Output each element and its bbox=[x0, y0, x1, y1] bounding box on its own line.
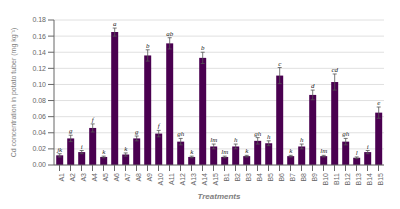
svg-text:B3: B3 bbox=[245, 173, 252, 182]
svg-text:gh: gh bbox=[254, 130, 262, 138]
svg-text:0.06: 0.06 bbox=[32, 113, 46, 120]
svg-text:c: c bbox=[278, 60, 282, 68]
svg-text:0.14: 0.14 bbox=[32, 49, 46, 56]
svg-text:f: f bbox=[158, 122, 161, 130]
svg-text:b: b bbox=[201, 44, 205, 52]
svg-text:A13: A13 bbox=[190, 173, 197, 186]
svg-text:b: b bbox=[146, 42, 150, 50]
svg-text:A10: A10 bbox=[157, 173, 164, 186]
svg-text:k: k bbox=[245, 147, 249, 155]
svg-text:B13: B13 bbox=[355, 173, 362, 186]
svg-text:0.04: 0.04 bbox=[32, 129, 46, 136]
svg-text:i: i bbox=[367, 143, 369, 151]
svg-text:h: h bbox=[234, 136, 238, 144]
svg-text:0.02: 0.02 bbox=[32, 145, 46, 152]
svg-text:Cd concentration in potato tub: Cd concentration in potato tuber (mg kg⁻… bbox=[10, 28, 18, 158]
svg-text:e: e bbox=[377, 99, 380, 107]
svg-text:A4: A4 bbox=[91, 173, 98, 182]
svg-text:A3: A3 bbox=[80, 173, 87, 182]
svg-text:B8: B8 bbox=[300, 173, 307, 182]
svg-text:gh: gh bbox=[342, 130, 350, 138]
svg-text:h: h bbox=[300, 136, 304, 144]
svg-text:k: k bbox=[190, 148, 194, 156]
svg-text:A8: A8 bbox=[135, 173, 142, 182]
svg-text:cd: cd bbox=[331, 66, 338, 74]
svg-text:0.18: 0.18 bbox=[32, 16, 46, 23]
svg-text:B14: B14 bbox=[366, 173, 373, 186]
svg-text:0.12: 0.12 bbox=[32, 65, 46, 72]
svg-text:B6: B6 bbox=[278, 173, 285, 182]
svg-text:A9: A9 bbox=[146, 173, 153, 182]
svg-text:B9: B9 bbox=[311, 173, 318, 182]
svg-text:lm: lm bbox=[221, 148, 228, 156]
svg-text:k: k bbox=[124, 145, 128, 153]
svg-text:A2: A2 bbox=[69, 173, 76, 182]
svg-text:h: h bbox=[267, 133, 271, 141]
svg-text:B1: B1 bbox=[223, 173, 230, 182]
svg-text:B10: B10 bbox=[322, 173, 329, 186]
svg-text:A6: A6 bbox=[113, 173, 120, 182]
svg-text:Treatments: Treatments bbox=[198, 192, 242, 201]
svg-text:B12: B12 bbox=[344, 173, 351, 186]
svg-text:g: g bbox=[69, 127, 73, 135]
svg-text:A1: A1 bbox=[58, 173, 65, 182]
svg-text:a: a bbox=[113, 20, 117, 28]
svg-text:A15: A15 bbox=[212, 173, 219, 186]
svg-text:k: k bbox=[102, 148, 106, 156]
svg-text:B5: B5 bbox=[267, 173, 274, 182]
svg-text:jk: jk bbox=[56, 146, 63, 154]
svg-text:f: f bbox=[92, 116, 95, 124]
svg-text:A12: A12 bbox=[179, 173, 186, 186]
svg-text:i: i bbox=[81, 143, 83, 151]
svg-text:B11: B11 bbox=[333, 173, 340, 185]
svg-text:0.00: 0.00 bbox=[32, 161, 46, 168]
svg-text:A7: A7 bbox=[124, 173, 131, 182]
svg-text:gh: gh bbox=[177, 130, 185, 138]
svg-text:B4: B4 bbox=[256, 173, 263, 182]
svg-text:0.10: 0.10 bbox=[32, 81, 46, 88]
svg-text:g: g bbox=[135, 128, 139, 136]
svg-text:A5: A5 bbox=[102, 173, 109, 182]
svg-text:ab: ab bbox=[166, 30, 174, 38]
svg-text:lm: lm bbox=[320, 147, 327, 155]
svg-text:B15: B15 bbox=[377, 173, 384, 186]
svg-text:A14: A14 bbox=[201, 173, 208, 186]
svg-text:A11: A11 bbox=[168, 173, 175, 185]
svg-text:B2: B2 bbox=[234, 173, 241, 182]
svg-text:d: d bbox=[311, 82, 315, 90]
svg-text:0.16: 0.16 bbox=[32, 33, 46, 40]
svg-text:k: k bbox=[289, 147, 293, 155]
svg-text:B7: B7 bbox=[289, 173, 296, 182]
svg-text:lm: lm bbox=[210, 136, 217, 144]
svg-text:0.08: 0.08 bbox=[32, 97, 46, 104]
svg-text:l: l bbox=[356, 149, 358, 157]
